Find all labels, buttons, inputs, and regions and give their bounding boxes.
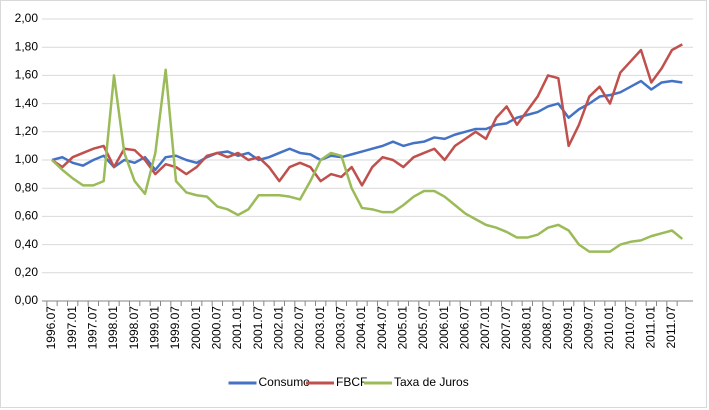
y-tick-label: 1,60 bbox=[15, 68, 39, 82]
x-tick-label: 2007.07 bbox=[499, 306, 513, 350]
y-tick-label: 0,80 bbox=[15, 180, 39, 194]
y-tick-label: 1,80 bbox=[15, 39, 39, 53]
series-line bbox=[51, 68, 684, 253]
y-tick-label: 1,20 bbox=[15, 124, 39, 138]
x-tick-label: 2009.01 bbox=[561, 306, 575, 350]
y-tick-label: 0,20 bbox=[15, 265, 39, 279]
x-tick-label: 2006.01 bbox=[437, 306, 451, 350]
x-tick-label: 1999.07 bbox=[168, 306, 182, 350]
legend-label: Consumo bbox=[259, 375, 311, 389]
x-tick-label: 2011.01 bbox=[643, 306, 657, 349]
x-tick-label: 1997.07 bbox=[86, 306, 100, 350]
y-tick-label: 2,00 bbox=[15, 11, 39, 25]
x-tick-label: 2000.01 bbox=[189, 306, 203, 350]
series-line bbox=[51, 43, 683, 187]
y-tick-label: 1,40 bbox=[15, 96, 39, 110]
x-tick-label: 2011.07 bbox=[664, 306, 678, 349]
x-tick-label: 1996.07 bbox=[44, 306, 58, 350]
x-tick-label: 2003.01 bbox=[313, 306, 327, 350]
x-tick-label: 2004.01 bbox=[354, 306, 368, 350]
legend-label: FBCF bbox=[336, 375, 367, 389]
x-tick-label: 2005.01 bbox=[395, 306, 409, 350]
x-tick-label: 2001.01 bbox=[230, 306, 244, 350]
x-tick-label: 2009.07 bbox=[581, 306, 595, 350]
x-tick-label: 2000.07 bbox=[209, 306, 223, 350]
x-tick-label: 1997.01 bbox=[65, 306, 79, 350]
x-tick-label: 2001.07 bbox=[251, 306, 265, 350]
x-tick-label: 2002.01 bbox=[271, 306, 285, 350]
x-tick-label: 1998.07 bbox=[127, 306, 141, 350]
x-tick-label: 2010.07 bbox=[623, 306, 637, 350]
legend-label: Taxa de Juros bbox=[394, 375, 469, 389]
x-tick-label: 2008.07 bbox=[540, 306, 554, 350]
x-tick-label: 2002.07 bbox=[292, 306, 306, 350]
x-tick-label: 1998.01 bbox=[106, 306, 120, 350]
x-tick-label: 2008.01 bbox=[519, 306, 533, 350]
x-tick-label: 2010.01 bbox=[602, 306, 616, 350]
y-tick-label: 0,60 bbox=[15, 209, 39, 223]
y-tick-label: 0,00 bbox=[15, 293, 39, 307]
y-tick-label: 0,40 bbox=[15, 237, 39, 251]
x-tick-label: 2006.07 bbox=[457, 306, 471, 350]
x-tick-label: 2005.07 bbox=[416, 306, 430, 350]
y-tick-label: 1,00 bbox=[15, 152, 39, 166]
x-tick-label: 2007.01 bbox=[478, 306, 492, 350]
x-tick-label: 1999.01 bbox=[148, 306, 162, 350]
series-line bbox=[51, 79, 683, 172]
x-tick-label: 2003.07 bbox=[333, 306, 347, 350]
x-tick-label: 2004.07 bbox=[375, 306, 389, 350]
